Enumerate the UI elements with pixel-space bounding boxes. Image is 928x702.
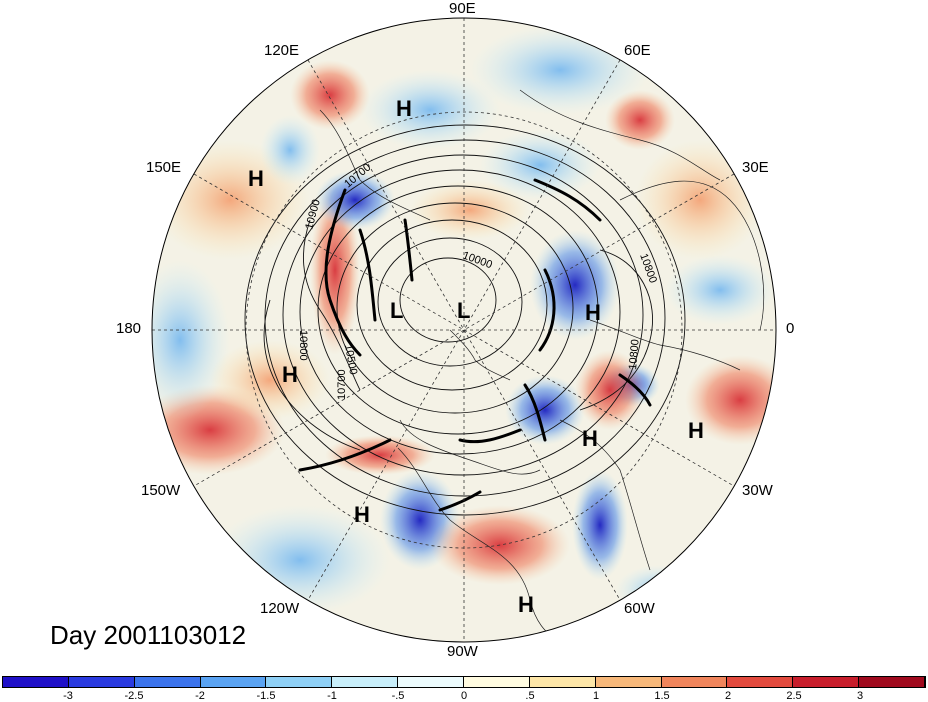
colorbar-tick-label: 0	[460, 690, 468, 702]
contour-label: 10800	[297, 330, 309, 361]
colorbar-swatch	[200, 677, 267, 687]
colorbar-swatch	[661, 677, 728, 687]
lon-label-0: 0	[786, 320, 795, 337]
colorbar-tick-label: 1.5	[654, 690, 670, 702]
colorbar-tick-label: .5	[525, 690, 535, 702]
colorbar-tick-label: 2.5	[786, 690, 802, 702]
colorbar-tick-label: 2	[724, 690, 732, 702]
jet-contours	[298, 178, 652, 512]
colorbar-swatch	[595, 677, 662, 687]
colorbar-tick-label: 1	[592, 690, 600, 702]
colorbar-tick-label: -.5	[391, 690, 405, 702]
high-center-label: H	[688, 418, 704, 443]
colorbar-swatch	[464, 677, 530, 687]
high-center-label: H	[282, 362, 298, 387]
lon-label-30w: 30W	[742, 482, 773, 499]
contour-label: 10800	[627, 339, 642, 371]
colorbar-swatch	[727, 677, 794, 687]
lon-label-60w: 60W	[624, 600, 655, 617]
lon-label-90w: 90W	[447, 643, 478, 660]
colorbar-tick-label: -2.5	[124, 690, 144, 702]
low-center-label: L	[390, 298, 403, 323]
colorbar-swatch	[266, 677, 333, 687]
high-center-label: H	[354, 502, 370, 527]
contour-label: 10500	[342, 343, 359, 375]
map-boundary	[151, 17, 777, 643]
lon-label-180: 180	[116, 320, 142, 337]
low-center-label: L	[457, 298, 470, 323]
colorbar-swatch	[134, 677, 201, 687]
colorbar-swatch	[859, 677, 926, 687]
colorbar-swatch	[68, 677, 135, 687]
height-contours	[244, 124, 686, 516]
high-center-label: H	[582, 426, 598, 451]
lon-label-60e: 60E	[624, 42, 651, 59]
colorbar-tick-label: 3	[856, 690, 864, 702]
high-center-label: H	[248, 166, 264, 191]
graticule	[152, 18, 776, 642]
polar-map: H H H H H H H H L L 10700 10900 10800 10…	[151, 17, 777, 643]
colorbar-tick-label: -1	[327, 690, 337, 702]
lon-label-30e: 30E	[742, 159, 769, 176]
colorbar-tick-label: -2	[195, 690, 205, 702]
colorbar-swatch	[398, 677, 465, 687]
contour-label: 10700	[336, 369, 348, 400]
lon-label-150e: 150E	[146, 159, 182, 176]
colorbar	[2, 676, 926, 688]
colorbar-swatch	[529, 677, 596, 687]
colorbar-swatch	[3, 677, 69, 687]
pressure-centers: H H H H H H H H L L	[248, 96, 704, 617]
lon-label-150w: 150W	[141, 482, 181, 499]
colorbar-tick-label: -1.5	[256, 690, 276, 702]
lon-label-120w: 120W	[260, 600, 300, 617]
high-center-label: H	[585, 300, 601, 325]
day-label: Day 2001103012	[50, 620, 247, 650]
lon-label-90e: 90E	[449, 0, 476, 17]
colorbar-swatch	[793, 677, 860, 687]
colorbar-swatch	[332, 677, 399, 687]
lon-label-120e: 120E	[264, 42, 300, 59]
high-center-label: H	[396, 96, 412, 121]
colorbar-tick-label: -3	[63, 690, 73, 702]
high-center-label: H	[518, 592, 534, 617]
